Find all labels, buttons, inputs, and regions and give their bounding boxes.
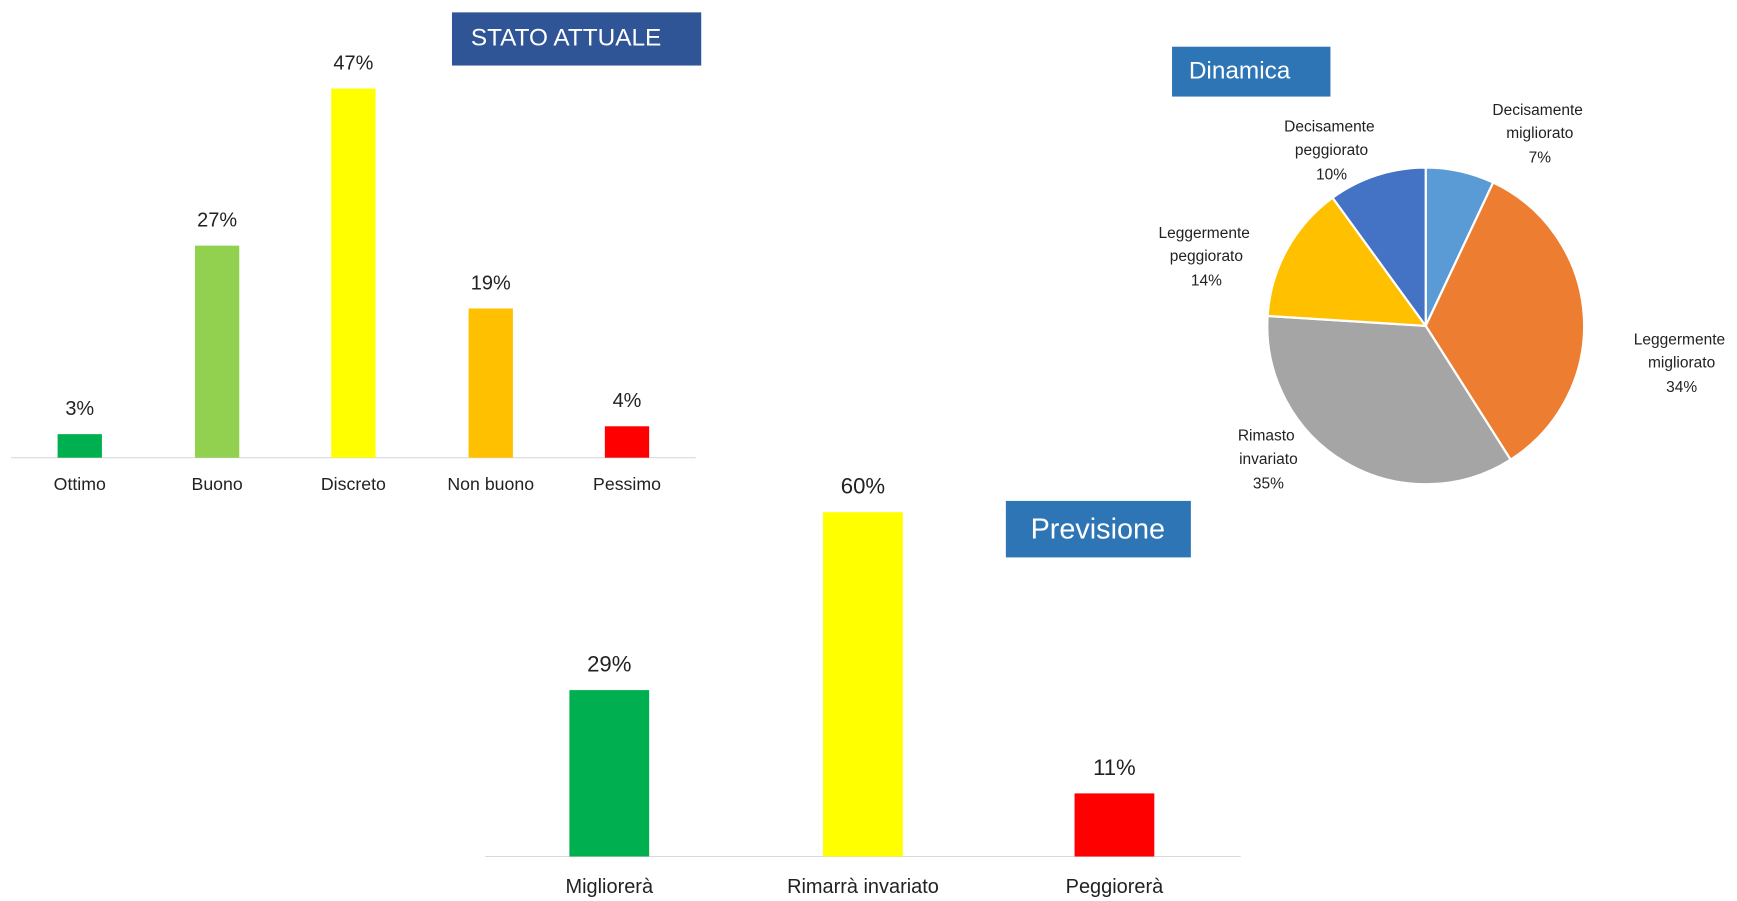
bar <box>468 308 513 458</box>
x-tick-label: Rimarrà invariato <box>787 876 939 898</box>
bar <box>569 690 650 857</box>
label-line: Decisamente <box>1284 119 1379 136</box>
chart-title: Previsione <box>1031 513 1165 545</box>
value-label: 60% <box>841 474 885 499</box>
label-line: Rimasto <box>1238 428 1299 445</box>
label-line: Decisamente <box>1492 102 1587 119</box>
value-label: 7% <box>1529 150 1552 167</box>
bar <box>57 434 102 458</box>
value-label: 4% <box>613 390 642 412</box>
value-label: 35% <box>1253 475 1284 492</box>
slice-label: Decisamente migliorato <box>1492 102 1587 142</box>
bar <box>823 512 903 857</box>
bar <box>331 88 376 458</box>
value-label: 27% <box>197 210 237 232</box>
x-tick-label: Non buono <box>447 474 534 494</box>
bar <box>1074 793 1155 857</box>
pie-slice <box>1266 314 1513 486</box>
slice-label: Rimasto invariato <box>1238 428 1299 468</box>
bar <box>604 426 650 458</box>
label-line: peggiorato <box>1170 248 1243 265</box>
title-box <box>1005 500 1191 558</box>
value-label: 34% <box>1666 379 1697 396</box>
x-tick-label: Buono <box>192 474 243 494</box>
slice-label: Decisamente peggiorato <box>1284 119 1379 159</box>
chart-title: STATO ATTUALE <box>471 24 661 51</box>
x-tick-label: Discreto <box>321 474 386 494</box>
label-line: migliorato <box>1506 125 1573 142</box>
slice-label: Leggermente peggiorato <box>1159 225 1255 265</box>
value-label: 10% <box>1316 166 1347 183</box>
bar <box>194 245 240 458</box>
x-tick-label: Peggiorerà <box>1066 876 1164 898</box>
title-box <box>451 12 702 66</box>
value-label: 14% <box>1191 273 1222 290</box>
label-line: Leggermente <box>1159 225 1255 242</box>
value-label: 29% <box>587 652 631 677</box>
chart-title: Dinamica <box>1189 58 1291 85</box>
label-line: invariato <box>1239 451 1298 468</box>
x-tick-label: Migliorerà <box>566 876 654 898</box>
label-line: migliorato <box>1648 355 1715 372</box>
label-line: Leggermente <box>1634 331 1730 348</box>
pie-slice <box>1424 181 1586 462</box>
value-label: 47% <box>333 52 373 74</box>
pie-slice <box>1331 166 1427 330</box>
title-box <box>1172 46 1331 97</box>
value-label: 11% <box>1093 755 1136 780</box>
value-label: 19% <box>471 272 511 294</box>
slice-label: Leggermente migliorato <box>1634 331 1730 371</box>
value-label: 3% <box>65 398 94 420</box>
label-line: peggiorato <box>1295 142 1368 159</box>
x-tick-label: Ottimo <box>54 474 106 494</box>
x-tick-label: Pessimo <box>593 474 661 494</box>
pie-slice <box>1266 196 1428 328</box>
